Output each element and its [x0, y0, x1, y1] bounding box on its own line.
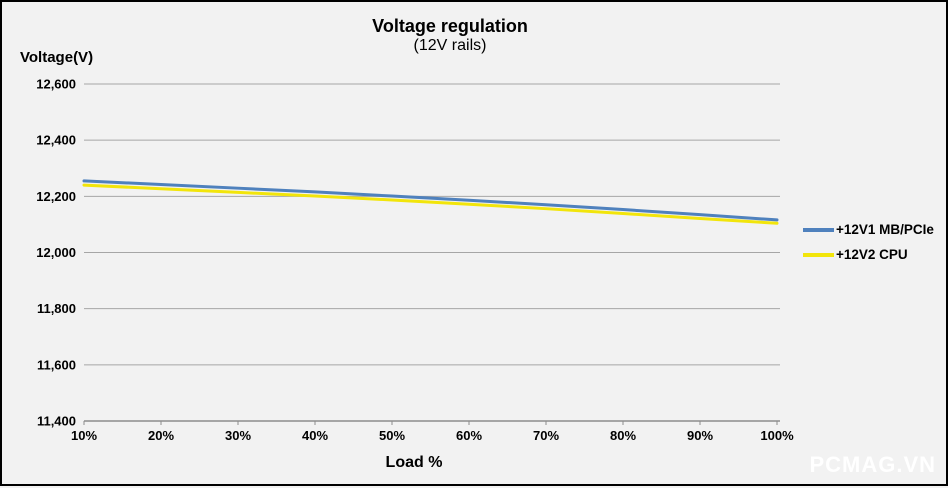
- x-tick-label: 30%: [225, 428, 251, 443]
- x-tick-label: 70%: [533, 428, 559, 443]
- x-axis-title: Load %: [385, 454, 443, 471]
- legend-label-0: +12V1 MB/PCIe: [836, 222, 934, 237]
- legend-label-1: +12V2 CPU: [836, 247, 908, 262]
- legend-swatch-0: [803, 227, 834, 232]
- y-tick-label: 11,600: [37, 357, 76, 372]
- x-tick-label: 10%: [71, 428, 97, 443]
- legend-item-0: +12V1 MB/PCIe: [803, 222, 934, 237]
- series-line-0: [82, 179, 779, 222]
- chart-title: Voltage regulation: [372, 16, 528, 36]
- x-tick-label: 60%: [456, 428, 482, 443]
- watermark: PCMAG.VN: [809, 452, 936, 477]
- x-tick-label: 20%: [148, 428, 174, 443]
- chart-subtitle: (12V rails): [413, 36, 487, 54]
- series-line-1: [82, 183, 779, 225]
- y-tick-label: 11,800: [37, 301, 76, 316]
- y-tick-label: 12,200: [36, 189, 76, 204]
- y-tick-label: 12,600: [36, 77, 76, 92]
- y-axis-title: Voltage(V): [20, 49, 94, 66]
- y-tick-label: 12,000: [36, 245, 76, 260]
- x-tick-label: 80%: [610, 428, 636, 443]
- x-tick-label: 50%: [379, 428, 405, 443]
- x-tick-label: 100%: [760, 428, 794, 443]
- legend-item-1: +12V2 CPU: [803, 247, 934, 262]
- title-block: Voltage regulation (12V rails): [102, 16, 798, 55]
- legend: +12V1 MB/PCIe +12V2 CPU: [803, 222, 934, 262]
- legend-swatch-1: [803, 252, 834, 257]
- y-tick-label: 11,400: [37, 414, 76, 429]
- x-tick-label: 90%: [687, 428, 713, 443]
- x-tick-label: 40%: [302, 428, 328, 443]
- y-tick-label: 12,400: [36, 133, 76, 148]
